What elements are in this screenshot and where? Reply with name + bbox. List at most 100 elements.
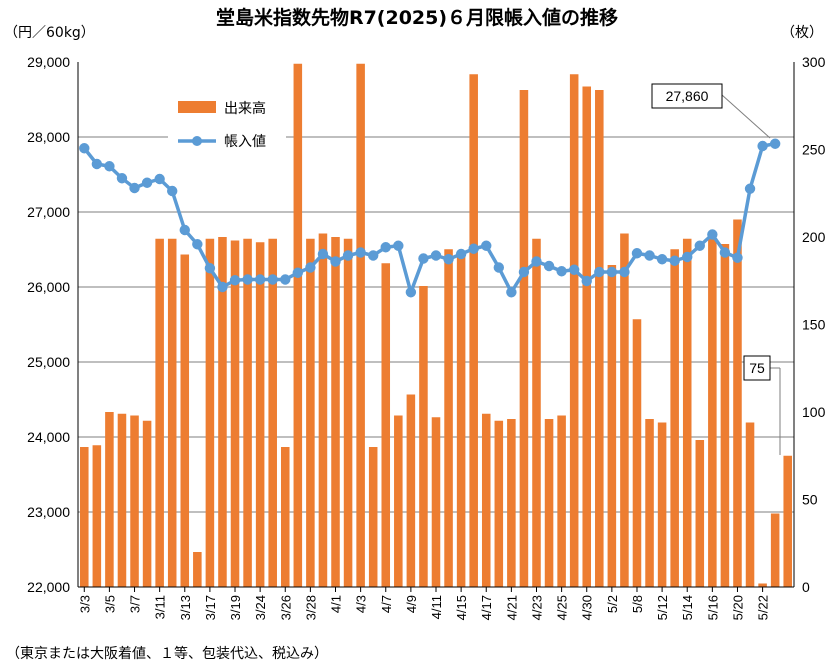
x-tick-label: 5/2 (605, 595, 620, 613)
volume-bar (519, 90, 529, 587)
volume-bar (280, 447, 290, 587)
x-ticks: 3/3 3/5 3/7 3/11 3/13 3/17 3/19 3/24 3/26 3/28 4/1… (77, 587, 771, 620)
settlement-point (267, 274, 278, 285)
settlement-point (682, 251, 693, 263)
volume-bar (444, 249, 453, 587)
settlement-point (380, 242, 391, 253)
y-left-tick-label: 23,000 (27, 504, 70, 520)
settlement-point (594, 266, 605, 278)
y-right-tick-label: 100 (802, 404, 826, 420)
volume-bar (456, 252, 466, 587)
settlement-point (543, 260, 555, 272)
y-left-tick-label: 24,000 (27, 429, 70, 445)
settlement-point (141, 177, 153, 188)
legend-line-marker (192, 136, 202, 146)
x-tick-label: 3/5 (102, 595, 117, 613)
settlement-point (744, 183, 756, 194)
x-tick-label: 4/3 (354, 595, 369, 613)
volume-bar (368, 447, 378, 587)
x-tick-label: 4/21 (504, 595, 519, 620)
y-right-tick-label: 50 (802, 492, 818, 508)
volume-bar (507, 419, 516, 587)
volume-bar (80, 447, 89, 587)
volume-bar (708, 238, 717, 587)
settlement-point (644, 250, 655, 261)
y-right-tick-label: 300 (802, 54, 826, 70)
volume-bar (569, 74, 579, 587)
settlement-point (556, 266, 567, 277)
x-tick-label: 3/3 (77, 595, 92, 613)
volume-bar (394, 415, 403, 587)
settlement-point (229, 275, 241, 286)
x-tick-label: 4/1 (329, 595, 344, 613)
volume-bar (620, 233, 629, 587)
callout-last-price-text: 27,860 (666, 88, 709, 104)
x-tick-label: 4/15 (454, 595, 469, 620)
volume-bar (406, 394, 416, 587)
settlement-point (468, 243, 479, 254)
settlement-point (217, 281, 228, 293)
settlement-point (204, 263, 216, 274)
y-left-tick-label: 25,000 (27, 354, 70, 370)
y-left-unit: （円／60kg） (4, 25, 95, 41)
legend-bar-swatch (178, 101, 216, 113)
volume-bar (419, 286, 428, 587)
x-tick-label: 5/20 (730, 595, 745, 620)
settlement-point (606, 266, 618, 278)
y-left-tick-label: 28,000 (27, 129, 70, 145)
x-tick-label: 4/30 (580, 595, 595, 620)
x-tick-label: 5/8 (630, 595, 645, 613)
settlement-point (493, 262, 505, 273)
x-tick-label: 3/13 (178, 595, 193, 620)
settlement-point (518, 266, 530, 278)
settlement-point (531, 256, 542, 267)
volume-bar (607, 265, 617, 587)
volume-bar (205, 238, 215, 587)
settlement-point (254, 274, 266, 285)
y-right-tick-label: 150 (802, 317, 826, 333)
volume-bar (532, 238, 541, 587)
settlement-point (619, 266, 630, 278)
settlement-point (707, 229, 718, 240)
x-tick-label: 5/12 (655, 595, 670, 620)
volume-bar (117, 413, 127, 587)
volume-bar (582, 86, 592, 587)
volume-bar (255, 242, 265, 587)
settlement-point (506, 287, 517, 298)
volume-bar (720, 244, 730, 587)
volume-bar (595, 90, 604, 587)
volume-bar (783, 455, 792, 587)
volume-bar (494, 420, 504, 587)
volume-bars (80, 63, 792, 587)
legend-line-label: 帳入値 (224, 134, 266, 150)
volume-bar (670, 249, 679, 587)
volume-bar (167, 238, 177, 587)
volume-bar (105, 412, 114, 587)
volume-bar (230, 240, 240, 587)
x-tick-label: 4/25 (555, 595, 570, 620)
x-tick-label: 3/11 (153, 595, 168, 619)
settlement-point (116, 173, 128, 184)
callout-last-volume-text: 75 (749, 360, 765, 376)
x-tick-label: 3/17 (203, 595, 218, 620)
y-right-ticks: 0 50 100 150 200 250 300 (802, 54, 826, 595)
volume-bar (193, 552, 202, 587)
settlement-line (79, 138, 781, 298)
volume-bar (758, 583, 767, 587)
chart-title: 堂島米指数先物R7(2025)６月限帳入値の推移 (216, 6, 618, 29)
footnote: （東京または大阪着値、１等、包装代込、税込み） (6, 645, 328, 662)
settlement-point (367, 250, 379, 261)
settlement-point (317, 248, 329, 260)
volume-bar (632, 319, 642, 587)
y-left-tick-label: 26,000 (27, 279, 70, 295)
volume-bar (318, 233, 328, 587)
settlement-point (757, 140, 768, 152)
volume-bar (343, 238, 353, 587)
volume-bar (268, 238, 277, 587)
x-tick-label: 5/16 (705, 595, 720, 620)
volume-bar (481, 413, 491, 587)
settlement-point (405, 287, 417, 298)
settlement-point (732, 252, 743, 263)
settlement-point (443, 254, 454, 265)
volume-bar (331, 237, 340, 587)
